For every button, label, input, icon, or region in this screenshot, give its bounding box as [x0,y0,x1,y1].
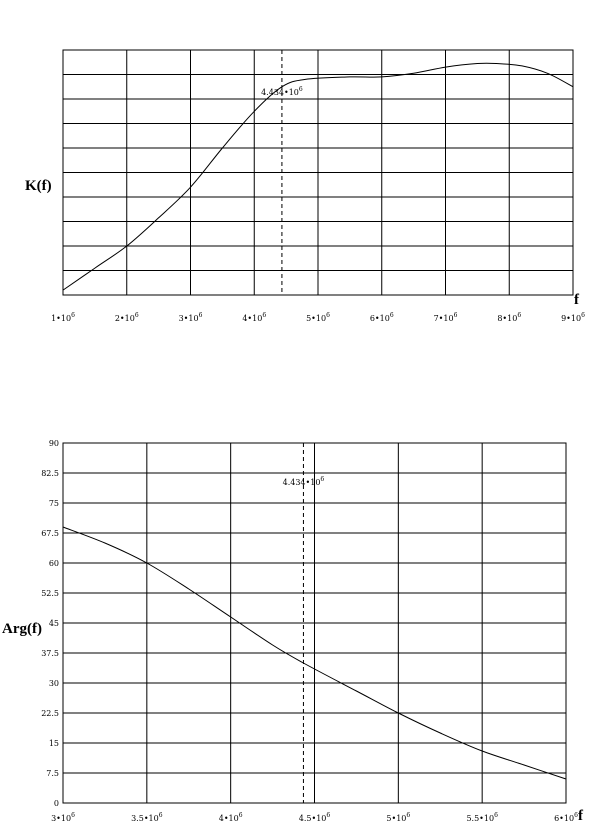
k-x-tick-label: 7•106 [434,312,458,323]
k-marker-label: 4.434•106 [261,86,303,97]
arg-y-tick-label: 15 [49,739,59,748]
arg-x-tick-label: 5•106 [386,812,410,823]
k-x-tick-label: 6•106 [370,312,394,323]
arg-y-tick-label: 7.5 [46,769,59,778]
arg-y-tick-label: 0 [54,799,59,808]
k-x-tick-label: 1•106 [51,312,75,323]
arg-y-tick-label: 52.5 [41,589,59,598]
arg-y-tick-label: 75 [49,499,59,508]
arg-y-tick-label: 45 [49,619,59,628]
arg-x-tick-label: 3.5•106 [131,812,163,823]
arg-y-tick-label: 67.5 [41,529,59,538]
k-series-line [62,62,574,291]
k-y-axis-label: K(f) [25,178,52,194]
arg-y-tick-label: 90 [49,439,59,448]
arg-x-axis-label: f [578,808,584,824]
k-x-tick-label: 2•106 [115,312,139,323]
arg-chart: 4.434•106 3•106 3.5•106 4•106 4.5•106 5•106 5… [2,439,584,824]
k-x-tick-label: 5•106 [306,312,330,323]
arg-x-tick-label: 6•106 [554,812,578,823]
k-chart: 4.434•106 1•106 2•106 3•106 4•106 5•106 6•106… [25,49,585,323]
arg-x-tick-label: 4•106 [219,812,243,823]
arg-y-axis-label: Arg(f) [2,621,42,637]
k-x-tick-label: 9•106 [561,312,585,323]
arg-x-tick-label: 4.5•106 [299,812,331,823]
arg-y-tick-label: 60 [49,559,59,568]
arg-y-tick-label: 22.5 [41,709,59,718]
k-x-tick-label: 4•106 [242,312,266,323]
arg-x-tick-label: 3•106 [51,812,75,823]
arg-marker-label: 4.434•106 [283,476,325,487]
k-x-tick-label: 3•106 [179,312,203,323]
k-x-axis-label: f [574,292,580,308]
arg-y-tick-label: 30 [49,679,59,688]
arg-y-tick-label: 82.5 [41,469,59,478]
arg-x-tick-label: 5.5•106 [466,812,498,823]
k-x-tick-label: 8•106 [497,312,521,323]
arg-y-tick-label: 37.5 [41,649,59,658]
